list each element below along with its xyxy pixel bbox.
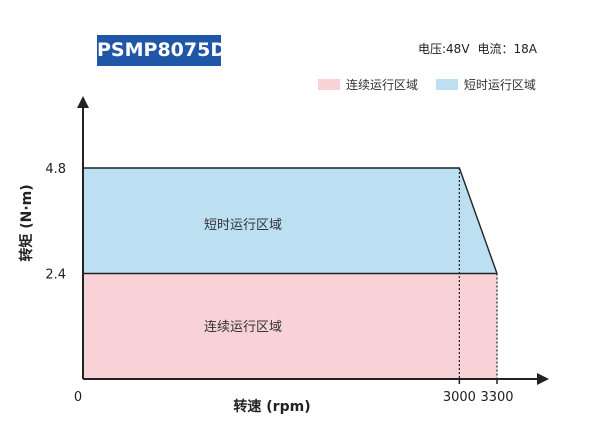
- continuous-region-label: 连续运行区域: [204, 319, 282, 335]
- x-tick-label: 0: [74, 390, 82, 405]
- legend-item-short-time: 短时运行区域: [435, 76, 536, 93]
- x-axis-title: 转速 (rpm): [233, 398, 310, 415]
- y-tick-label: 2.4: [45, 268, 66, 283]
- legend-label-short-time: 短时运行区域: [463, 78, 536, 92]
- spec-info: 电压:48V 电流：18A: [418, 40, 545, 57]
- legend-item-continuous: 连续运行区域: [318, 76, 418, 93]
- continuous-region-area: [83, 273, 497, 379]
- x-axis-arrow-icon: [537, 373, 549, 385]
- short-time-region-label: 短时运行区域: [204, 218, 282, 233]
- x-tick-label: 3300: [480, 390, 513, 405]
- y-tick-label: 4.8: [45, 162, 66, 177]
- legend-swatch-continuous: [318, 79, 340, 90]
- y-axis-title: 转矩 (N·m): [18, 184, 35, 261]
- x-tick-label: 3000: [443, 390, 476, 405]
- legend-swatch-short-time: [435, 79, 458, 90]
- y-axis-arrow-icon: [77, 96, 89, 108]
- legend-label-continuous: 连续运行区域: [346, 78, 419, 92]
- current-spec: 电流：18A: [477, 42, 538, 56]
- chart-legend: 连续运行区域 短时运行区域: [318, 76, 550, 93]
- short-time-region-area: [83, 168, 497, 274]
- model-badge: PSMP8075D: [97, 35, 226, 66]
- voltage-spec: 电压:48V: [418, 42, 470, 56]
